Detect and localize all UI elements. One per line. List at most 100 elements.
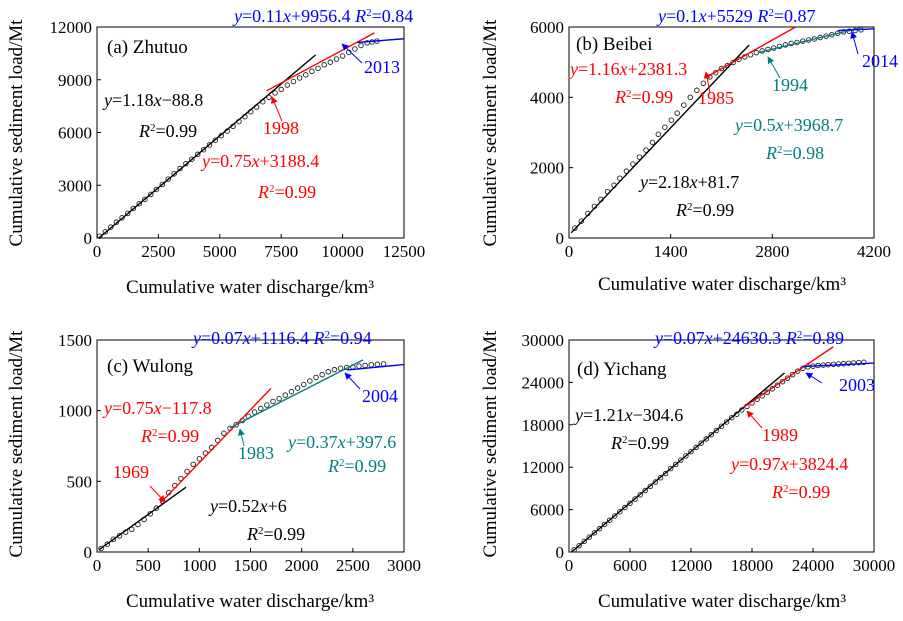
- y-tick-label: 24000: [522, 373, 565, 392]
- data-point: [698, 440, 704, 446]
- y-tick-label: 1500: [58, 331, 92, 350]
- data-point: [856, 359, 862, 366]
- y-tick-label: 0: [556, 229, 565, 248]
- x-tick-label: 4200: [857, 242, 891, 261]
- data-point: [708, 431, 715, 438]
- data-point: [108, 224, 114, 230]
- data-point: [153, 186, 160, 193]
- data-point: [683, 453, 689, 459]
- fit-equation-red: y=1.16x+2381.3: [568, 59, 687, 79]
- data-point: [680, 102, 687, 108]
- fit-r2-teal: R2=0.99: [327, 456, 386, 476]
- x-tick-label: 500: [135, 556, 161, 575]
- data-point: [339, 53, 346, 59]
- data-point: [649, 139, 656, 146]
- y-tick-label: 30000: [522, 331, 565, 350]
- breakpoint-arrow: [344, 372, 361, 390]
- data-point: [233, 422, 239, 428]
- y-tick-label: 4000: [530, 88, 564, 107]
- data-point: [190, 461, 196, 468]
- data-point: [264, 402, 270, 408]
- data-point: [284, 82, 291, 88]
- data-point: [845, 360, 852, 367]
- breakpoint-label: 2004: [362, 386, 398, 406]
- breakpoint-arrow: [805, 372, 823, 384]
- fit-lines: [570, 346, 874, 552]
- fit-line-red: [266, 32, 375, 92]
- data-point: [703, 436, 710, 442]
- data-point: [693, 444, 699, 451]
- fit-equation-red: y=0.75x−117.8: [102, 398, 212, 418]
- x-tick-label: 12000: [670, 556, 713, 575]
- fit-line-red: [743, 346, 834, 408]
- data-point: [189, 156, 195, 162]
- x-tick-label: 1500: [234, 556, 268, 575]
- breakpoint-arrow: [850, 31, 859, 55]
- x-tick-label: 0: [93, 556, 102, 575]
- y-tick-label: 500: [67, 472, 93, 491]
- data-point: [196, 455, 203, 462]
- data-point: [116, 532, 123, 539]
- x-tick-label: 5000: [203, 242, 237, 261]
- data-point: [688, 448, 694, 455]
- data-point: [331, 366, 338, 373]
- data-point: [288, 388, 295, 395]
- data-point: [713, 427, 720, 434]
- data-point: [206, 142, 213, 148]
- y-axis-title: Cumulative sediment load/Mt: [6, 330, 27, 558]
- data-point: [124, 210, 131, 217]
- fit-equation-red: y=0.97x+3824.4: [729, 454, 848, 474]
- y-tick-label: 0: [84, 543, 93, 562]
- data-point: [795, 368, 801, 374]
- data-point: [728, 414, 735, 421]
- data-point: [789, 371, 796, 378]
- breakpoint-arrow: [746, 410, 763, 429]
- data-point: [662, 124, 668, 130]
- x-tick-label: 6000: [613, 556, 647, 575]
- data-point: [110, 536, 117, 543]
- data-point: [578, 218, 585, 224]
- data-point: [673, 461, 679, 468]
- x-tick-label: 1000: [182, 556, 216, 575]
- data-point: [325, 369, 332, 375]
- data-point: [617, 508, 623, 515]
- x-axis-title: Cumulative water discharge/km³: [598, 274, 846, 295]
- fit-equation-red: y=0.75x+3188.4: [200, 151, 319, 171]
- data-point: [194, 151, 201, 158]
- data-points: [98, 361, 387, 552]
- breakpoint-arrow: [238, 428, 245, 447]
- fit-r2-black: R2=0.99: [675, 200, 734, 220]
- y-tick-label: 18000: [522, 416, 565, 435]
- x-tick-label: 18000: [731, 556, 774, 575]
- y-tick-label: 12000: [50, 18, 93, 37]
- data-point: [627, 500, 633, 506]
- data-point: [606, 517, 613, 523]
- data-point: [183, 160, 189, 167]
- data-point: [368, 361, 375, 368]
- x-tick-label: 0: [565, 242, 574, 261]
- x-tick-label: 2500: [141, 242, 175, 261]
- data-point: [840, 360, 847, 367]
- fit-line-blue: [357, 38, 404, 44]
- breakpoint-label: 1998: [263, 118, 299, 138]
- x-tick-label: 30000: [853, 556, 896, 575]
- data-point: [642, 487, 649, 494]
- fit-r2-black: R2=0.99: [610, 433, 669, 453]
- fit-lines: [97, 32, 404, 238]
- data-point: [104, 541, 110, 547]
- data-point: [129, 526, 135, 533]
- data-point: [300, 381, 307, 388]
- data-point: [655, 131, 662, 138]
- data-point: [700, 80, 707, 87]
- fit-line-teal: [757, 27, 864, 54]
- data-point: [784, 375, 791, 381]
- data-point: [596, 525, 603, 532]
- y-tick-label: 0: [84, 229, 93, 248]
- y-tick-label: 0: [556, 543, 565, 562]
- fit-line-black: [570, 44, 750, 234]
- data-point: [221, 430, 227, 437]
- x-tick-label: 0: [565, 556, 574, 575]
- data-points: [571, 359, 867, 553]
- fit-line-black: [97, 54, 317, 238]
- data-point: [278, 86, 284, 93]
